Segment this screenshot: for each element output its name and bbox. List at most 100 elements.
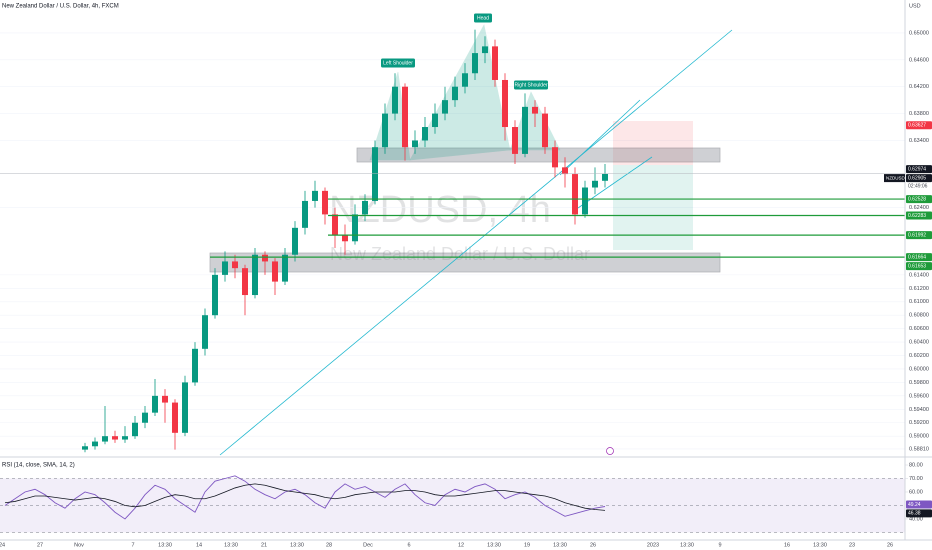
candle-body xyxy=(502,79,508,128)
candle-body xyxy=(532,106,538,114)
y-tick-label: 0.64600 xyxy=(909,57,929,63)
candle-body xyxy=(92,441,98,447)
rsi-pane xyxy=(0,464,908,533)
y-tick-label: 0.60400 xyxy=(909,340,929,346)
candle-body xyxy=(312,190,318,201)
x-tick-label: 6 xyxy=(407,542,410,548)
resistance-zone xyxy=(356,147,721,163)
candle-body xyxy=(362,200,368,215)
candle-body xyxy=(442,100,448,114)
watermark: NZDUSD, 4h New Zealand Dollar / U.S. Dol… xyxy=(329,189,590,264)
y-tick-label: 0.63800 xyxy=(909,111,929,117)
candle-body xyxy=(292,227,298,255)
y-tick-label: 0.63400 xyxy=(909,138,929,144)
candle-body xyxy=(322,190,328,215)
candle-body xyxy=(512,127,518,154)
x-tick-label: 28 xyxy=(326,542,332,548)
x-tick-label: 9 xyxy=(718,542,721,548)
candle-body xyxy=(572,174,578,215)
price-tag xyxy=(906,121,932,130)
event-icon[interactable] xyxy=(606,447,614,455)
channel-line xyxy=(559,99,641,176)
candle-body xyxy=(82,446,88,450)
value-tag-label: 49.24 xyxy=(908,502,921,508)
price-tag xyxy=(906,211,932,220)
x-tick-label: 16 xyxy=(784,542,790,548)
chart-title: New Zealand Dollar / U.S. Dollar, 4h, FX… xyxy=(2,4,119,10)
x-tick-label: 13:30 xyxy=(813,542,827,548)
candle-body xyxy=(272,261,278,282)
y-tick-label: 0.59200 xyxy=(909,420,929,426)
candle-body xyxy=(382,113,388,148)
candle-body xyxy=(162,395,168,403)
x-tick-label: 14 xyxy=(196,542,202,548)
symbol-tag-label: NZDUSD xyxy=(886,175,905,180)
candle-body xyxy=(462,73,468,87)
y-tick-label: 0.61000 xyxy=(909,299,929,305)
price-tag-label: 0.62283 xyxy=(908,213,926,219)
candle-body xyxy=(552,147,558,168)
candle-body xyxy=(342,234,348,242)
x-tick-label: Dec xyxy=(363,542,373,548)
candle-body xyxy=(542,113,548,148)
countdown: 02:49:06 xyxy=(908,183,928,189)
x-tick-label: 13:30 xyxy=(290,542,304,548)
candle-body xyxy=(522,106,528,154)
candle-body xyxy=(152,395,158,413)
candle-body xyxy=(352,214,358,242)
y-tick-label: 0.60800 xyxy=(909,313,929,319)
candle-body xyxy=(482,46,488,54)
currency-label: USD xyxy=(909,3,921,9)
x-tick-label: 21 xyxy=(261,542,267,548)
x-tick-label: 13:30 xyxy=(487,542,501,548)
symbol-tag xyxy=(884,174,905,183)
price-tag xyxy=(906,174,932,183)
y-tick-label: 0.60200 xyxy=(909,353,929,359)
candle-body xyxy=(452,86,458,101)
x-tick-label: 23 xyxy=(849,542,855,548)
price-tag xyxy=(906,231,932,240)
target-zone xyxy=(613,165,693,250)
x-tick-label: 13:30 xyxy=(158,542,172,548)
price-tag-label: 0.61992 xyxy=(908,232,926,238)
candle-body xyxy=(172,402,178,433)
candle-body xyxy=(242,268,248,296)
candle-body xyxy=(262,254,268,262)
x-tick-label: 12 xyxy=(458,542,464,548)
price-tag-label: 0.62974 xyxy=(908,166,926,172)
candle-body xyxy=(302,200,308,228)
candle-body xyxy=(372,147,378,201)
x-tick-label: 7 xyxy=(131,542,134,548)
annotation-label: Left Shoulder xyxy=(383,60,413,66)
candle-body xyxy=(192,348,198,383)
candle-body xyxy=(212,274,218,316)
candle-body xyxy=(202,315,208,349)
price-pane: Left Shoulder Head Right Shoulder xyxy=(0,13,905,453)
annotation-box xyxy=(381,58,415,68)
candle-body xyxy=(582,187,588,215)
candle-body xyxy=(332,214,338,235)
y-tick-label: 0.61200 xyxy=(909,286,929,292)
candle-body xyxy=(422,127,428,141)
candle-body xyxy=(282,254,288,282)
candle-body xyxy=(102,436,108,442)
y-tick-label: 0.58810 xyxy=(909,446,929,452)
y-tick-label: 40.00 xyxy=(909,516,923,522)
candle-body xyxy=(222,261,228,275)
y-tick-label: 60.00 xyxy=(909,489,923,495)
candle-body xyxy=(182,382,188,433)
x-tick-label: 26 xyxy=(887,542,893,548)
price-tag-label: 0.62528 xyxy=(908,196,926,202)
annotation-label: Head xyxy=(477,15,489,21)
price-tag xyxy=(906,253,932,262)
price-tag-label: 0.61653 xyxy=(908,263,926,269)
price-tag xyxy=(906,165,932,174)
support-zone xyxy=(209,252,721,273)
x-tick-label: 27 xyxy=(37,542,43,548)
candle-body xyxy=(432,113,438,128)
rsi-title: RSI (14, close, SMA, 14, 2) xyxy=(2,463,75,469)
y-tick-label: 0.62400 xyxy=(909,205,929,211)
y-tick-label: 0.59400 xyxy=(909,407,929,413)
y-tick-label: 0.60000 xyxy=(909,366,929,372)
